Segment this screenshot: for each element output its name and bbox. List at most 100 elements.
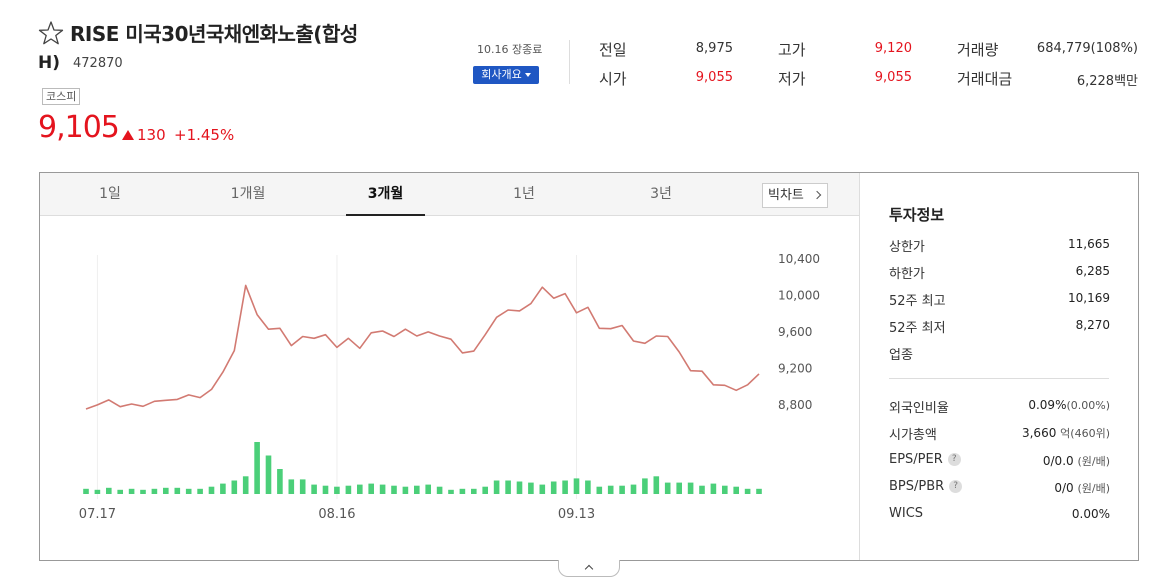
y-tick-label: 10,000 bbox=[778, 289, 820, 303]
low52-label: 52주 최저 bbox=[889, 321, 946, 336]
market-cap-label: 시가총액 bbox=[889, 428, 937, 443]
volume-bar bbox=[482, 486, 488, 494]
volume-bar bbox=[277, 469, 283, 494]
help-icon[interactable]: ? bbox=[947, 453, 961, 466]
eps-per-unit: (원/배) bbox=[1077, 455, 1110, 468]
stock-code: 472870 bbox=[73, 56, 123, 71]
y-tick-label: 10,400 bbox=[778, 252, 820, 266]
divider bbox=[859, 173, 860, 560]
x-tick-label: 07.17 bbox=[79, 507, 116, 522]
high-label: 고가 bbox=[778, 41, 806, 59]
volume-bar bbox=[94, 489, 101, 494]
volume-bar bbox=[208, 486, 215, 494]
tab-3y[interactable]: 3년 bbox=[650, 186, 672, 202]
volume-bar bbox=[185, 488, 192, 494]
volume-bar bbox=[642, 478, 648, 494]
volume-bar bbox=[265, 455, 272, 494]
volume-bar bbox=[653, 476, 660, 494]
volume-bar bbox=[744, 488, 751, 494]
volume-bar bbox=[585, 480, 591, 494]
volume-bar bbox=[231, 480, 238, 494]
caret-down-icon bbox=[524, 73, 531, 77]
volume-bar bbox=[528, 482, 534, 494]
volume-bar bbox=[699, 485, 705, 494]
volume-bar bbox=[573, 478, 580, 494]
volume-bar bbox=[197, 488, 203, 494]
volume-bar bbox=[220, 483, 226, 494]
volume-bar bbox=[550, 481, 557, 494]
price-chart: 10,400 10,000 9,600 9,200 8,800 07.17 08.16 09… bbox=[79, 252, 820, 522]
collapse-button[interactable] bbox=[558, 560, 620, 577]
tab-1y[interactable]: 1년 bbox=[513, 186, 535, 202]
favorite-star-icon[interactable] bbox=[38, 20, 64, 46]
bps-pbr-text: BPS/PBR bbox=[889, 479, 945, 494]
volume-bar bbox=[516, 481, 523, 494]
bigchart-label: 빅차트 bbox=[768, 188, 804, 203]
current-price: 9,105 bbox=[38, 110, 120, 145]
market-badge: 코스피 bbox=[42, 88, 81, 105]
high52-value: 10,169 bbox=[1068, 291, 1110, 305]
volume-bar bbox=[630, 484, 637, 494]
company-overview-button[interactable]: 회사개요 bbox=[473, 66, 539, 84]
x-tick-label: 09.13 bbox=[558, 507, 595, 522]
volume-bar bbox=[379, 484, 386, 494]
volume-bar bbox=[756, 488, 762, 494]
volume-bar bbox=[254, 442, 260, 494]
eps-per-label: EPS/PER? bbox=[889, 452, 961, 467]
y-tick-label: 9,600 bbox=[778, 325, 812, 339]
volume-bar bbox=[242, 476, 249, 494]
low-value: 9,055 bbox=[874, 70, 912, 85]
x-tick-label: 08.16 bbox=[318, 507, 355, 522]
volume-bar bbox=[140, 489, 146, 494]
volume-bar bbox=[311, 484, 317, 494]
volume-bar bbox=[163, 487, 169, 494]
open-value: 9,055 bbox=[695, 70, 733, 85]
bps-pbr-unit: (원/배) bbox=[1077, 482, 1110, 495]
market-cap-unit: 억(460위) bbox=[1060, 427, 1110, 440]
volume-bar bbox=[710, 483, 717, 494]
low52-value: 8,270 bbox=[1075, 318, 1110, 332]
chevron-right-icon bbox=[812, 190, 822, 200]
market-status: 10.16 장종료 bbox=[477, 43, 543, 56]
help-icon[interactable]: ? bbox=[949, 480, 963, 493]
volume-bar bbox=[493, 480, 500, 494]
volume-bar bbox=[436, 486, 443, 494]
volume-bar bbox=[722, 485, 728, 494]
lower-limit-label: 하한가 bbox=[889, 267, 925, 282]
bps-pbr-label: BPS/PBR? bbox=[889, 479, 963, 494]
amount-label: 거래대금 bbox=[957, 70, 1013, 88]
volume-label: 거래량 bbox=[957, 41, 999, 59]
tab-1m[interactable]: 1개월 bbox=[230, 186, 266, 202]
upper-limit-label: 상한가 bbox=[889, 240, 925, 255]
volume-bar bbox=[322, 485, 329, 494]
eps-per-main: 0/0.0 bbox=[1042, 454, 1074, 468]
foreign-ratio-value: 0.09%(0.00%) bbox=[1028, 398, 1110, 412]
volume-bar bbox=[368, 483, 374, 494]
volume-bar bbox=[664, 482, 671, 494]
invest-panel: 투자정보 상한가 11,665 하한가 6,285 52주 최고 10,169 … bbox=[860, 173, 1138, 560]
up-triangle-icon bbox=[122, 130, 134, 140]
tab-1d[interactable]: 1일 bbox=[99, 186, 121, 202]
volume-bar bbox=[106, 487, 112, 494]
tab-3m[interactable]: 3개월 bbox=[346, 173, 425, 216]
volume-bar bbox=[288, 479, 295, 494]
upper-limit-value: 11,665 bbox=[1068, 237, 1110, 251]
bigchart-button[interactable]: 빅차트 bbox=[762, 183, 828, 208]
wics-value: 0.00% bbox=[1071, 507, 1110, 521]
volume-bar bbox=[151, 488, 158, 494]
volume-bar bbox=[174, 487, 181, 494]
company-overview-label: 회사개요 bbox=[481, 68, 522, 81]
divider bbox=[569, 40, 570, 84]
low-label: 저가 bbox=[778, 70, 806, 88]
high52-label: 52주 최고 bbox=[889, 294, 946, 309]
wics-label: WICS bbox=[889, 506, 924, 521]
volume-value: 684,779(108%) bbox=[1036, 41, 1138, 56]
volume-bar bbox=[505, 480, 511, 494]
period-tabs: 1일 1개월 3개월 1년 3년 빅차트 bbox=[40, 173, 859, 216]
high-value: 9,120 bbox=[874, 41, 912, 56]
volume-bar bbox=[402, 486, 409, 494]
change-percent: +1.45% bbox=[174, 126, 235, 144]
market-cap-value: 3,660 억(460위) bbox=[1022, 425, 1110, 441]
amount-value: 6,228백만 bbox=[1076, 74, 1138, 89]
eps-per-value: 0/0.0 (원/배) bbox=[1043, 453, 1110, 469]
